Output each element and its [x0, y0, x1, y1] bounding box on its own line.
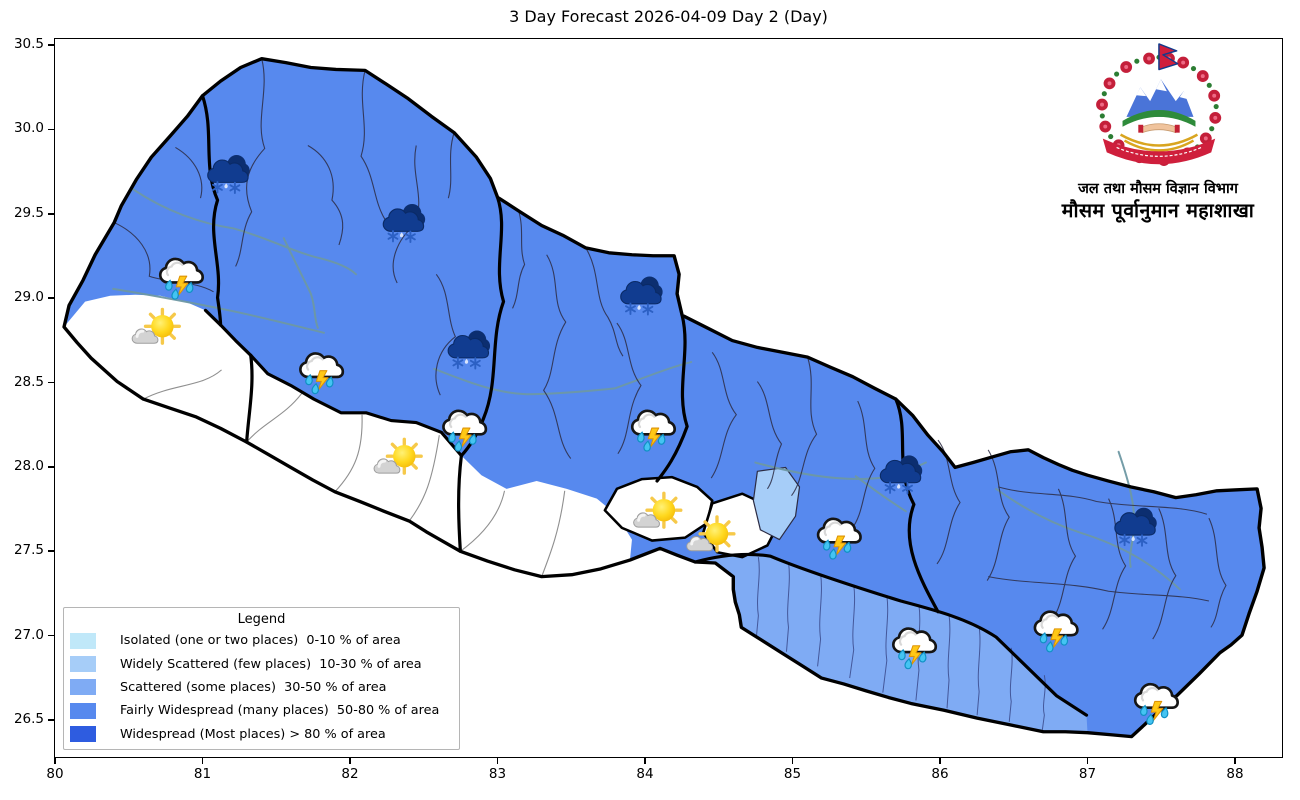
x-axis-tick-mark: [349, 758, 351, 764]
legend-label: Scattered (some places) 30-50 % of area: [120, 679, 387, 695]
x-axis-tick-mark: [791, 758, 794, 764]
legend-swatch: [70, 702, 96, 719]
y-axis-tick-label: 29.0: [13, 289, 44, 306]
legend-title: Legend: [237, 612, 286, 627]
y-axis-tick-mark: [48, 634, 54, 637]
x-axis-tick-label: 87: [1078, 766, 1097, 782]
x-axis-tick-label: 80: [46, 766, 64, 782]
mountain-icon: [1126, 79, 1194, 117]
x-axis-tick-mark: [1234, 758, 1236, 764]
ribbon-banner-icon: [1102, 138, 1216, 165]
district-border-lines: [113, 58, 1227, 640]
x-axis-tick-label: 81: [193, 766, 212, 782]
y-axis-tick-mark: [48, 381, 54, 384]
legend-item: Fairly Widespread (many places) 50-80 % …: [64, 699, 459, 722]
nepal-flag-icon: [1158, 43, 1179, 71]
y-axis-tick-label: 29.5: [13, 204, 44, 221]
legend-items: Isolated (one or two places) 0-10 % of a…: [64, 629, 459, 746]
x-axis-tick-mark: [496, 758, 499, 764]
x-axis-tick-mark: [201, 758, 204, 764]
country-outline: [62, 57, 1266, 739]
legend-item: Isolated (one or two places) 0-10 % of a…: [64, 629, 459, 652]
region-scattered-terai-belt: [695, 554, 1088, 733]
geo-layer: [62, 57, 1266, 739]
y-axis-tick-mark: [48, 719, 54, 721]
x-axis-tick-label: 88: [1226, 766, 1244, 782]
handshake-icon: [1138, 123, 1180, 134]
y-axis-tick-label: 30.5: [13, 36, 44, 52]
map-plot-area: Legend Isolated (one or two places) 0-10…: [54, 38, 1283, 758]
dhm-logo: [1096, 43, 1222, 166]
legend-label: Fairly Widespread (many places) 50-80 % …: [120, 703, 440, 719]
nepal-forecast-map: [62, 57, 1266, 739]
province-border-lines: [200, 94, 1089, 717]
legend-label: Widely Scattered (few places) 10-30 % of…: [120, 656, 422, 672]
region-fairly-widespread: [64, 58, 1265, 737]
hills-icon: [1122, 109, 1196, 127]
y-axis-tick-label: 28.0: [13, 457, 44, 474]
x-axis-tick-label: 84: [636, 766, 654, 782]
y-axis-tick-label: 27.0: [13, 626, 44, 643]
clear-area-district-lines: [143, 369, 566, 577]
rhododendron-wreath-icon: [1096, 52, 1222, 166]
x-axis-tick-label: 83: [488, 766, 507, 782]
x-axis-tick-mark: [939, 758, 941, 764]
region-clear-far-west: [64, 294, 632, 577]
y-axis-tick-label: 26.5: [13, 711, 44, 727]
grain-wreath-icon: [1119, 133, 1199, 152]
x-axis-tick-mark: [644, 758, 646, 764]
logo-text-division: मौसम पूर्वानुमान महाशाखा: [1061, 199, 1255, 222]
legend-box: Legend Isolated (one or two places) 0-10…: [63, 607, 460, 750]
x-axis-tick-mark: [54, 758, 56, 764]
legend-label: Isolated (one or two places) 0-10 % of a…: [120, 633, 401, 649]
legend-swatch: [70, 632, 96, 649]
x-axis-tick-label: 86: [931, 766, 949, 782]
legend-swatch: [70, 726, 96, 743]
legend-item: Widely Scattered (few places) 10-30 % of…: [64, 652, 459, 675]
x-axis-tick-mark: [1086, 758, 1089, 764]
y-axis-tick-mark: [48, 44, 54, 46]
y-axis-tick-label: 30.0: [13, 120, 44, 137]
y-axis-tick-mark: [48, 550, 54, 553]
y-axis-tick-label: 27.5: [13, 542, 44, 559]
legend-label: Widespread (Most places) > 80 % of area: [120, 726, 386, 742]
y-axis-tick-mark: [48, 212, 54, 215]
y-axis-tick-mark: [48, 466, 54, 468]
y-axis-tick-label: 28.5: [13, 373, 44, 390]
x-axis-tick-label: 82: [341, 766, 359, 782]
terai-district-lines: [755, 557, 1046, 730]
legend-swatch: [70, 656, 96, 673]
river-lines: [112, 188, 1181, 591]
legend-item: Widespread (Most places) > 80 % of area: [64, 723, 459, 746]
page-title: 3 Day Forecast 2026-04-09 Day 2 (Day): [509, 7, 828, 26]
legend-item: Scattered (some places) 30-50 % of area: [64, 676, 459, 699]
x-axis-tick-label: 85: [783, 766, 802, 782]
legend-swatch: [70, 679, 96, 696]
logo-text-department: जल तथा मौसम विज्ञान विभाग: [1078, 181, 1238, 197]
y-axis-tick-mark: [48, 128, 54, 131]
y-axis-tick-mark: [48, 297, 54, 299]
